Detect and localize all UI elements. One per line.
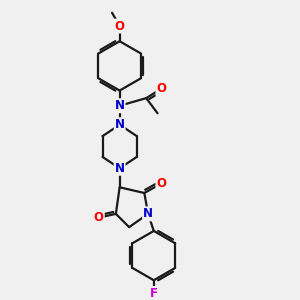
Text: F: F [150, 287, 158, 300]
Text: O: O [115, 20, 124, 33]
Text: O: O [94, 211, 104, 224]
Text: N: N [115, 99, 124, 112]
Text: O: O [156, 177, 167, 190]
Text: N: N [115, 118, 124, 131]
Text: O: O [156, 82, 167, 95]
Text: N: N [143, 207, 153, 220]
Text: N: N [115, 162, 124, 175]
